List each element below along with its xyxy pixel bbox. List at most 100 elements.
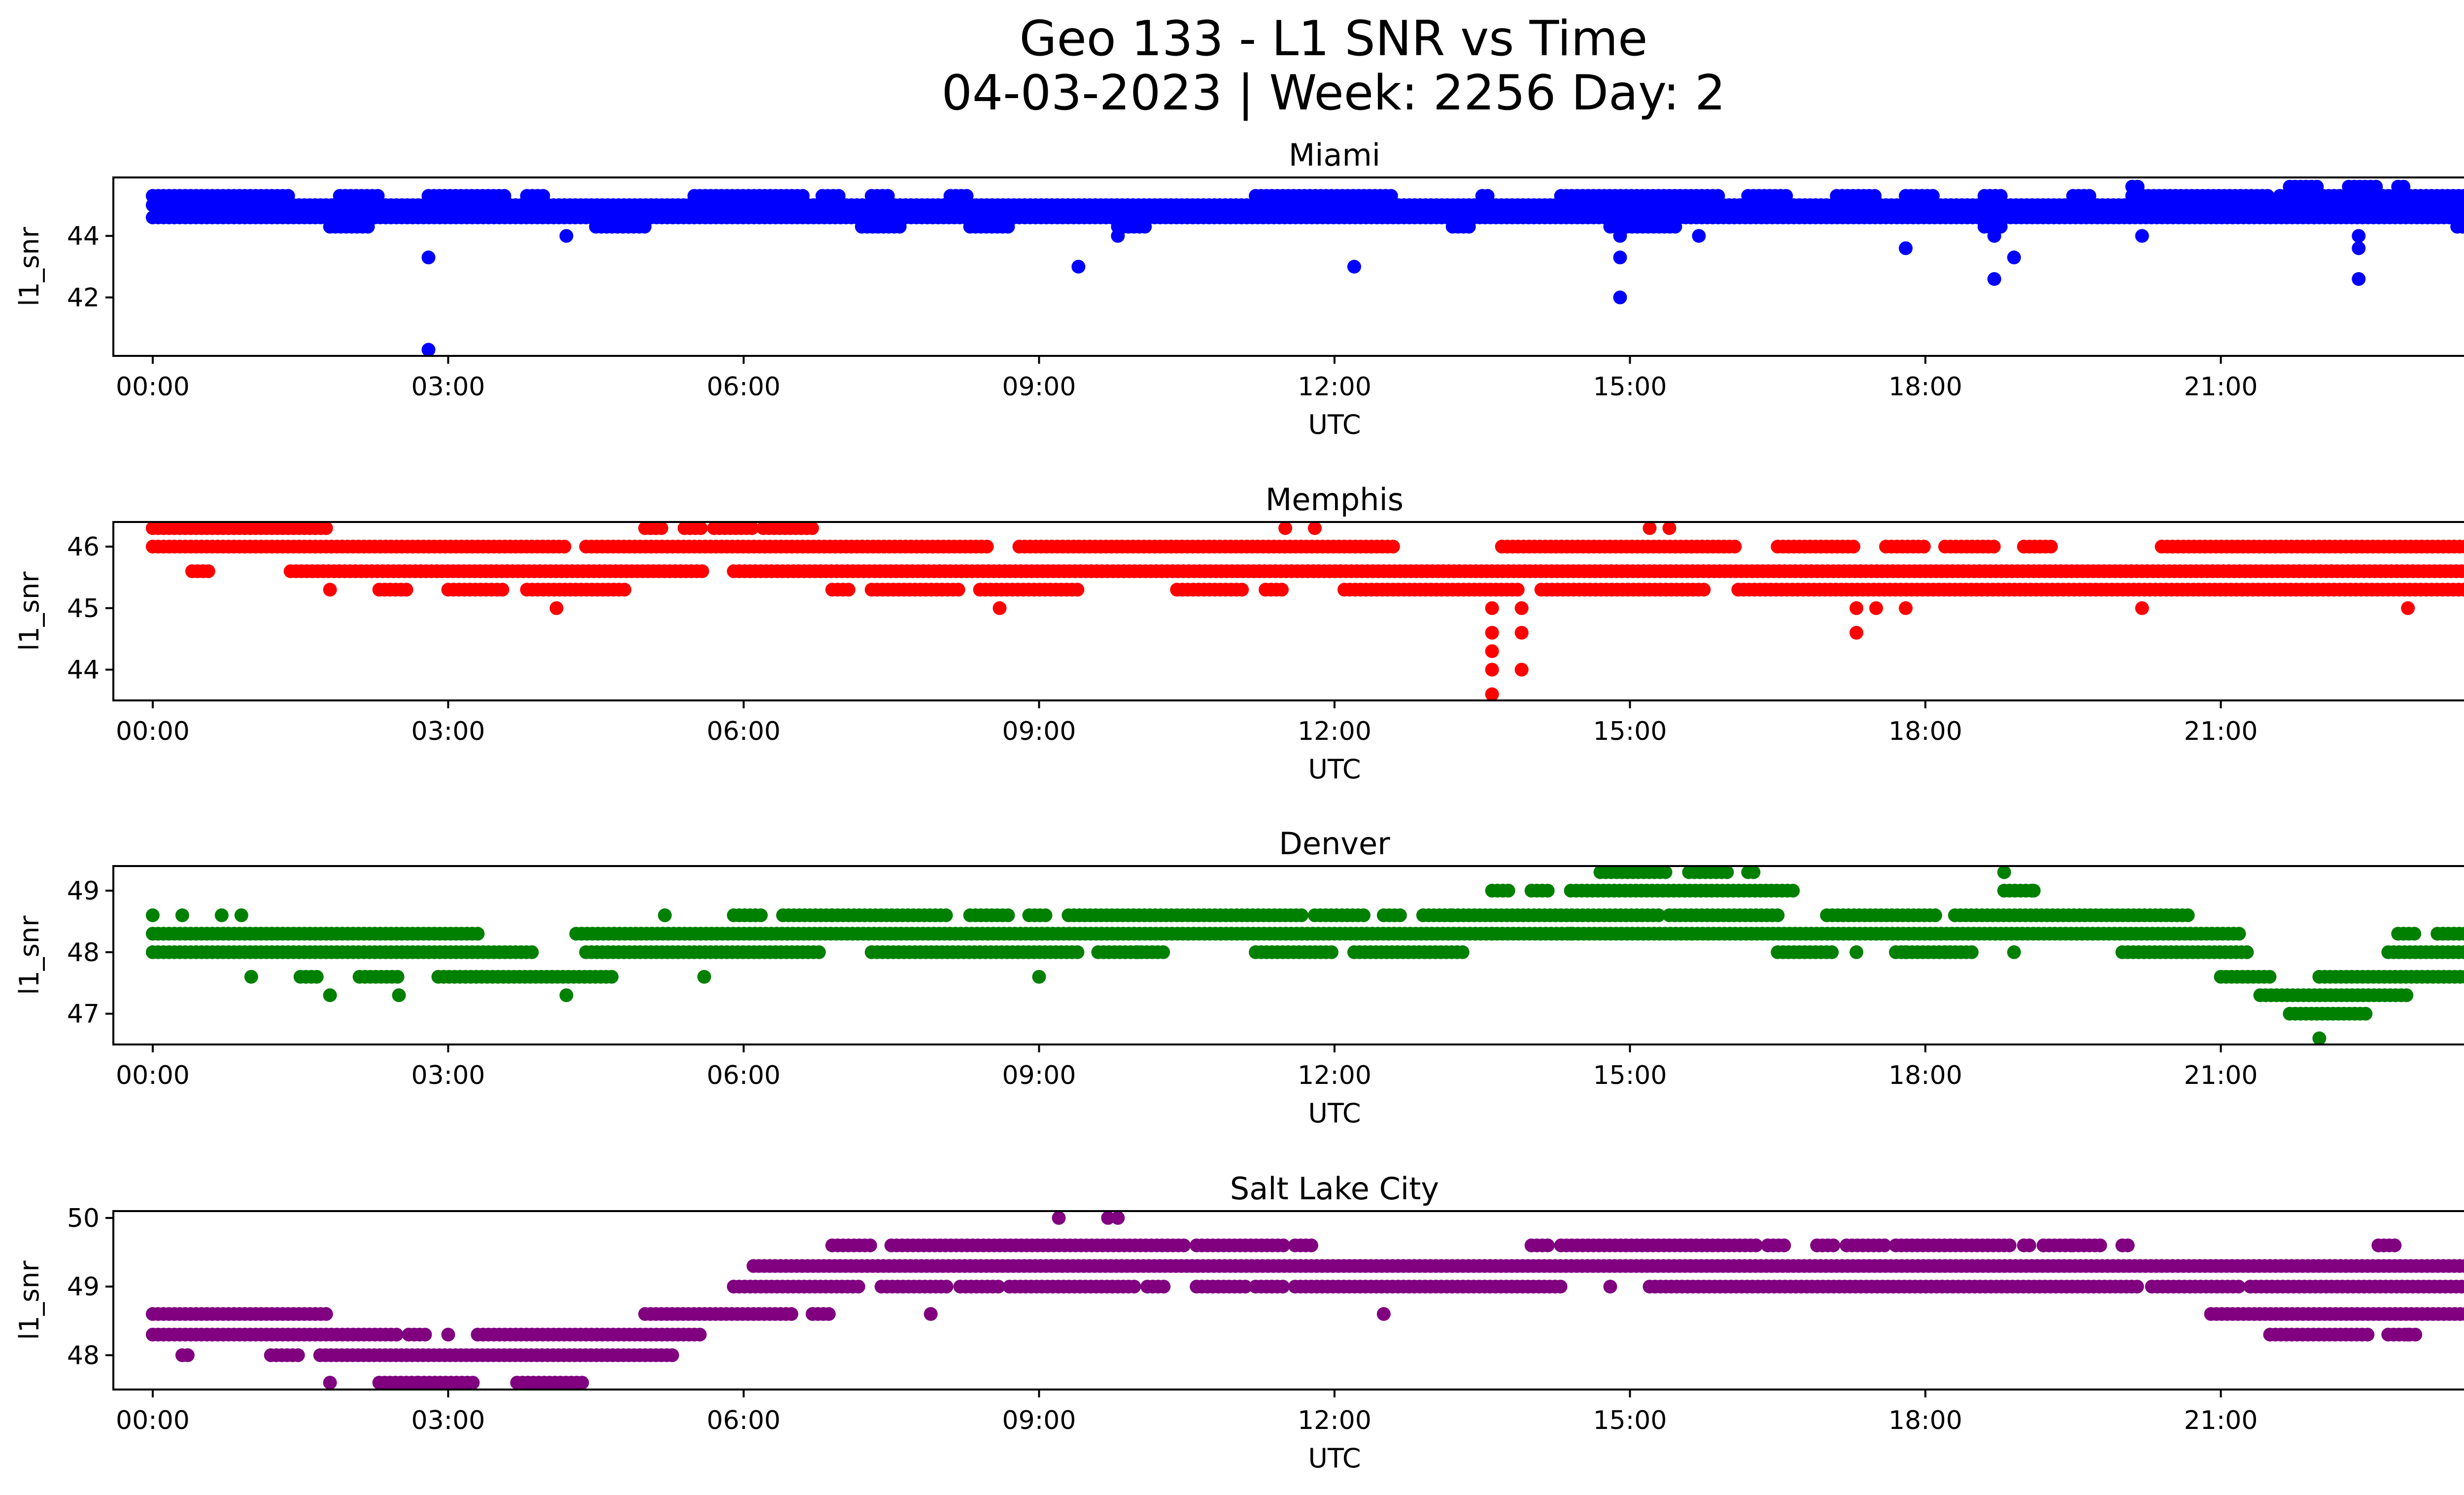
x-tick-label: 09:00 <box>1002 372 1076 402</box>
data-point <box>575 1376 589 1390</box>
x-tick-label: 15:00 <box>1593 717 1667 746</box>
axes-frame <box>112 1210 2464 1391</box>
data-point <box>234 908 248 922</box>
y-tick-label: 48 <box>67 938 100 968</box>
data-point <box>2396 179 2411 194</box>
data-point <box>549 601 564 615</box>
subplot-title: Denver <box>1279 826 1390 862</box>
data-point <box>1514 662 1529 677</box>
data-point <box>951 583 965 597</box>
data-point <box>1777 1238 1791 1252</box>
data-point <box>924 1307 938 1321</box>
data-point <box>605 970 619 984</box>
x-tick-label: 09:00 <box>1002 1406 1076 1435</box>
data-point <box>389 1327 404 1342</box>
data-point <box>180 1348 195 1362</box>
x-axis-label: UTC <box>1308 409 1361 440</box>
y-tick-label: 42 <box>67 283 100 313</box>
y-axis-label: l1_snr <box>14 1260 45 1340</box>
data-point <box>1643 521 1657 535</box>
x-tick-label: 03:00 <box>411 1061 485 1090</box>
data-point <box>1540 1238 1555 1252</box>
data-point <box>1485 662 1499 677</box>
data-point <box>559 988 574 1003</box>
data-point <box>992 601 1007 615</box>
data-point <box>323 583 337 597</box>
data-point <box>841 583 856 597</box>
data-point <box>390 970 405 984</box>
data-point <box>495 583 510 597</box>
data-point <box>2231 1280 2246 1294</box>
y-axis-label: l1_snr <box>14 915 45 995</box>
x-tick-label: 06:00 <box>707 1406 781 1435</box>
x-tick-label: 21:00 <box>2184 372 2258 402</box>
data-point <box>471 927 485 941</box>
data-point <box>1157 1280 1171 1294</box>
data-point <box>1514 601 1529 615</box>
data-point <box>421 343 436 357</box>
data-point <box>1325 945 1338 959</box>
data-point <box>697 970 711 984</box>
x-axis-label: UTC <box>1308 754 1361 785</box>
data-point <box>1357 908 1370 922</box>
data-point <box>2121 1238 2135 1252</box>
data-point <box>2361 1327 2375 1342</box>
data-point <box>1662 521 1677 535</box>
x-tick-label: 21:00 <box>2184 1061 2258 1090</box>
y-tick-label: 46 <box>67 532 100 562</box>
x-tick-label: 00:00 <box>116 717 190 746</box>
data-point <box>1052 1211 1066 1225</box>
data-point <box>201 564 215 578</box>
data-point <box>1514 626 1529 640</box>
data-point <box>2352 229 2366 243</box>
data-point <box>2399 988 2414 1003</box>
scatter-series <box>145 1211 2464 1390</box>
data-point <box>1485 927 1499 941</box>
data-point <box>1462 219 1476 234</box>
data-point <box>1720 865 1734 879</box>
data-point <box>2262 970 2277 984</box>
y-tick-label: 47 <box>67 1000 100 1029</box>
data-point <box>2457 583 2464 597</box>
data-point <box>2130 1280 2144 1294</box>
x-tick-label: 12:00 <box>1298 1061 1371 1090</box>
data-point <box>1697 583 1711 597</box>
data-point <box>466 1376 480 1390</box>
x-tick-label: 12:00 <box>1298 372 1371 402</box>
data-point <box>863 1238 877 1252</box>
data-point <box>2371 189 2386 203</box>
data-point <box>2002 1238 2017 1252</box>
data-point <box>1278 521 1293 535</box>
data-point <box>1510 583 1525 597</box>
data-point <box>421 250 436 265</box>
data-point <box>1987 272 2001 286</box>
data-point <box>1455 945 1470 959</box>
data-point <box>1308 521 1322 535</box>
x-tick-label: 18:00 <box>1888 372 1962 402</box>
data-point <box>980 539 994 554</box>
data-point <box>2022 1238 2036 1252</box>
y-tick-label: 49 <box>67 876 100 906</box>
data-point <box>1070 945 1085 959</box>
data-point <box>1651 908 1666 922</box>
data-point <box>1899 945 1913 959</box>
data-point <box>1070 583 1085 597</box>
data-point <box>244 970 258 984</box>
data-point <box>1564 927 1578 941</box>
data-point <box>1613 229 1627 243</box>
data-point <box>1746 865 1761 879</box>
subplot-title: Miami <box>1289 137 1380 173</box>
data-point <box>1038 908 1053 922</box>
data-point <box>1138 219 1152 234</box>
data-point <box>1849 626 1864 640</box>
data-point <box>2460 565 2464 578</box>
data-point <box>654 521 669 535</box>
data-point <box>1849 601 1864 615</box>
y-axis-label: l1_snr <box>14 227 45 307</box>
data-point <box>1071 260 1086 274</box>
data-point <box>694 521 708 535</box>
data-point <box>1235 583 1249 597</box>
